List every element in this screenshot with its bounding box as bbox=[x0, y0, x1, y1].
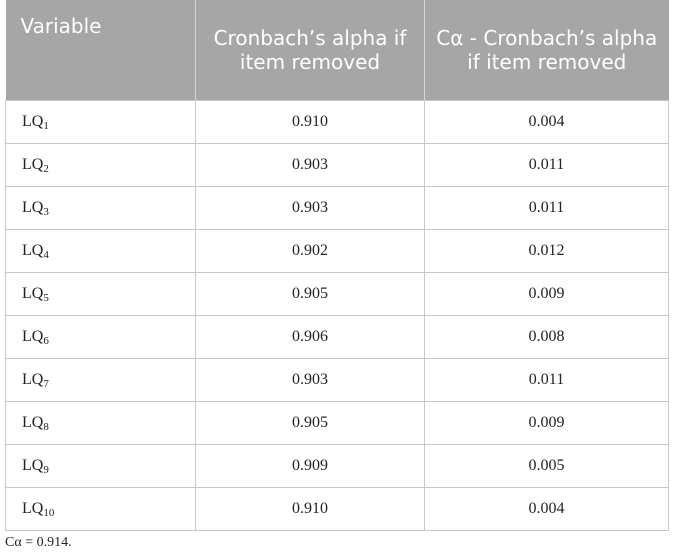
variable-cell: LQ5 bbox=[5, 271, 196, 316]
header-variable: Variable bbox=[5, 0, 196, 100]
diff-cell: 0.009 bbox=[424, 271, 669, 316]
header-row: Variable Cronbach’s alpha if item remove… bbox=[5, 0, 669, 100]
variable-cell: LQ10 bbox=[5, 486, 196, 531]
alpha-cell: 0.902 bbox=[195, 228, 425, 273]
variable-cell: LQ4 bbox=[5, 228, 196, 273]
diff-cell: 0.011 bbox=[424, 357, 669, 402]
table-row: LQ9 0.909 0.005 bbox=[5, 443, 669, 488]
alpha-cell: 0.906 bbox=[195, 314, 425, 359]
diff-cell: 0.012 bbox=[424, 228, 669, 273]
table-body: LQ1 0.910 0.004 LQ2 0.903 0.011 LQ3 0.90… bbox=[5, 99, 669, 531]
data-table-container: Variable Cronbach’s alpha if item remove… bbox=[5, 0, 669, 531]
table-footnote: Cα = 0.914. bbox=[5, 535, 72, 550]
alpha-cell: 0.903 bbox=[195, 185, 425, 230]
variable-cell: LQ7 bbox=[5, 357, 196, 402]
alpha-cell: 0.909 bbox=[195, 443, 425, 488]
variable-cell: LQ1 bbox=[5, 99, 196, 144]
diff-cell: 0.004 bbox=[424, 486, 669, 531]
variable-cell: LQ2 bbox=[5, 142, 196, 187]
variable-cell: LQ8 bbox=[5, 400, 196, 445]
table-row: LQ1 0.910 0.004 bbox=[5, 99, 669, 144]
diff-cell: 0.011 bbox=[424, 185, 669, 230]
table-row: LQ3 0.903 0.011 bbox=[5, 185, 669, 230]
alpha-cell: 0.910 bbox=[195, 486, 425, 531]
table-row: LQ2 0.903 0.011 bbox=[5, 142, 669, 187]
variable-cell: LQ9 bbox=[5, 443, 196, 488]
diff-cell: 0.011 bbox=[424, 142, 669, 187]
diff-cell: 0.008 bbox=[424, 314, 669, 359]
alpha-cell: 0.905 bbox=[195, 400, 425, 445]
reliability-table: Variable Cronbach’s alpha if item remove… bbox=[5, 0, 669, 531]
alpha-cell: 0.903 bbox=[195, 142, 425, 187]
table-row: LQ10 0.910 0.004 bbox=[5, 486, 669, 531]
diff-cell: 0.004 bbox=[424, 99, 669, 144]
table-row: LQ8 0.905 0.009 bbox=[5, 400, 669, 445]
diff-cell: 0.005 bbox=[424, 443, 669, 488]
variable-cell: LQ3 bbox=[5, 185, 196, 230]
table-row: LQ7 0.903 0.011 bbox=[5, 357, 669, 402]
alpha-cell: 0.910 bbox=[195, 99, 425, 144]
diff-cell: 0.009 bbox=[424, 400, 669, 445]
header-alpha-difference: Cα - Cronbach’s alpha if item removed bbox=[424, 0, 669, 100]
table-row: LQ4 0.902 0.012 bbox=[5, 228, 669, 273]
alpha-cell: 0.905 bbox=[195, 271, 425, 316]
alpha-cell: 0.903 bbox=[195, 357, 425, 402]
table-row: LQ6 0.906 0.008 bbox=[5, 314, 669, 359]
table-header: Variable Cronbach’s alpha if item remove… bbox=[5, 0, 669, 100]
table-row: LQ5 0.905 0.009 bbox=[5, 271, 669, 316]
header-alpha-if-removed: Cronbach’s alpha if item removed bbox=[195, 0, 425, 100]
variable-cell: LQ6 bbox=[5, 314, 196, 359]
